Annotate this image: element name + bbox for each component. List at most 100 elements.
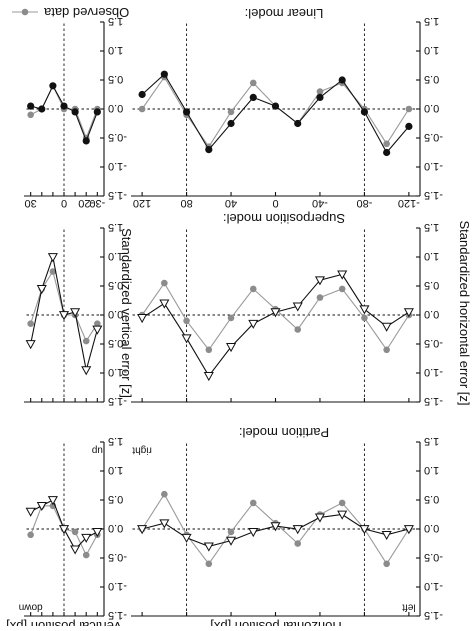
- model-point: [270, 308, 281, 318]
- direction-annotation: down: [19, 601, 43, 612]
- model-point: [403, 308, 414, 318]
- row-title: Superposition model:: [223, 211, 345, 226]
- legend-label: Observed data: [43, 5, 129, 20]
- model-point: [314, 276, 326, 286]
- model-point: [225, 343, 237, 353]
- model-point: [381, 530, 392, 541]
- panel-horizontal-2: -1.5 -1.0 -0.5 0.0 0.5 1.0 1.5: [131, 221, 443, 407]
- model-point: [71, 108, 79, 116]
- value-tick-label: 0.0: [424, 522, 439, 534]
- model-point: [36, 501, 47, 512]
- value-tick-label: 0.5: [108, 493, 123, 505]
- model-point: [36, 285, 47, 295]
- model-point: [292, 525, 303, 535]
- position-tick-label: 120: [133, 197, 151, 209]
- value-tick-label: 0.5: [424, 279, 439, 291]
- direction-annotation: up: [91, 445, 103, 456]
- observed-point: [316, 88, 324, 95]
- observed-point: [249, 499, 257, 507]
- observed-point: [249, 285, 257, 293]
- model-point: [70, 308, 81, 318]
- row-title: Linear model:: [245, 6, 324, 21]
- model-point: [337, 510, 348, 520]
- observed-point: [49, 268, 57, 275]
- value-tick-label: 1.0: [108, 250, 123, 262]
- value-tick-label: 0.0: [108, 102, 123, 114]
- model-point: [203, 372, 214, 382]
- model-point: [49, 82, 57, 90]
- observed-point: [161, 490, 168, 498]
- model-point: [314, 513, 326, 523]
- observed-series-line: [141, 76, 410, 148]
- value-tick-label: 0.0: [108, 522, 123, 534]
- value-tick-label: -0.5: [108, 551, 127, 563]
- observed-point: [227, 108, 235, 116]
- value-tick-label: 0.0: [424, 102, 439, 114]
- value-tick-label: -1.0: [108, 366, 127, 378]
- model-point: [137, 314, 148, 324]
- model-point: [205, 146, 213, 154]
- value-tick-label: 0.0: [108, 308, 123, 320]
- model-point: [203, 542, 214, 552]
- position-tick-label: 0: [272, 197, 278, 209]
- model-point: [381, 322, 392, 332]
- model-point: [316, 93, 324, 101]
- observed-point: [205, 346, 213, 354]
- value-tick-label: 1.5: [108, 435, 123, 447]
- row-title: Partition model:: [239, 425, 329, 440]
- observed-point: [227, 314, 235, 322]
- model-series-line: [141, 73, 410, 154]
- model-point: [70, 545, 81, 555]
- model-point: [292, 302, 303, 312]
- value-tick-label: 1.0: [424, 44, 439, 56]
- value-tick-label: -1.5: [424, 189, 443, 201]
- observed-point: [294, 326, 302, 333]
- panel-horizontal-3: -1.5 -1.0 -0.5 0.0 0.5 1.0 1.5 right left: [131, 435, 443, 621]
- position-tick-label: 0: [61, 197, 67, 209]
- value-tick-label: -0.5: [424, 131, 443, 143]
- observed-point: [71, 528, 79, 536]
- model-point: [92, 528, 103, 538]
- observed-point: [338, 499, 346, 507]
- model-point: [270, 522, 281, 532]
- position-tick-label: -20: [78, 197, 94, 209]
- model-point: [137, 525, 148, 535]
- model-point: [337, 270, 348, 280]
- model-point: [82, 137, 90, 145]
- value-tick-label: -0.5: [424, 337, 443, 349]
- value-tick-label: 0.5: [424, 73, 439, 85]
- model-point: [271, 102, 280, 110]
- observed-point: [138, 105, 146, 113]
- model-point: [160, 70, 168, 78]
- model-point: [60, 102, 68, 110]
- value-tick-label: 1.5: [424, 221, 439, 233]
- observed-point: [183, 317, 190, 325]
- model-point: [248, 319, 259, 329]
- direction-annotation: left: [402, 601, 416, 612]
- value-tick-label: -1.5: [108, 609, 127, 621]
- observed-point: [361, 314, 368, 322]
- position-tick-label: 40: [225, 197, 237, 209]
- model-point: [25, 340, 36, 350]
- model-point: [248, 528, 259, 538]
- value-tick-label: -1.0: [424, 160, 443, 172]
- model-point: [38, 105, 46, 113]
- value-tick-label: 1.0: [108, 44, 123, 56]
- model-point: [249, 93, 257, 101]
- model-point: [81, 533, 92, 543]
- observed-point: [383, 346, 390, 354]
- value-tick-label: -1.5: [424, 395, 443, 407]
- position-tick-label: -80: [356, 197, 372, 209]
- observed-point: [249, 79, 257, 87]
- observed-point: [338, 285, 346, 293]
- value-tick-label: -1.5: [424, 609, 443, 621]
- value-tick-label: -1.0: [424, 580, 443, 592]
- value-tick-label: -0.5: [424, 551, 443, 563]
- model-point: [359, 305, 370, 315]
- value-tick-label: 1.0: [108, 464, 123, 476]
- observed-point: [316, 294, 324, 301]
- value-tick-label: -1.5: [108, 189, 127, 201]
- model-point: [47, 496, 58, 506]
